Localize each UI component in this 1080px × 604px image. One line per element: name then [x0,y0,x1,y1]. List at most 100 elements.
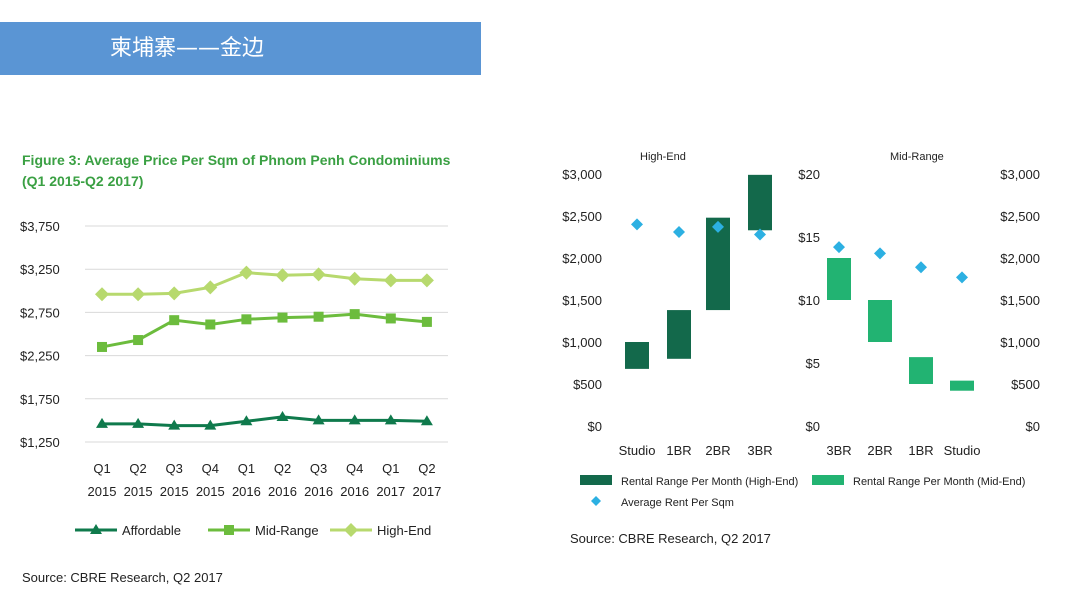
data-point [167,286,182,301]
line-chart-source: Source: CBRE Research, Q2 2017 [22,570,223,585]
x-tick-label: 3BR [747,443,772,458]
data-point [204,419,217,430]
x-tick-label: Q2 [418,461,435,476]
data-point [312,414,325,425]
data-point [241,314,252,325]
y-tick-label: $0 [588,419,602,434]
legend-marker [224,525,234,535]
mid-range-panel-title: Mid-Range [890,151,944,163]
right-source: Source: CBRE Research, Q2 2017 [570,531,771,546]
data-point [275,268,290,283]
x-tick-label: 3BR [826,443,851,458]
rental-range-bar [667,310,691,359]
y-tick-label-right: $1,000 [1000,335,1040,350]
x-tick-label: 2017 [376,484,405,499]
series-line-affordable [102,415,427,428]
data-point [384,414,397,425]
line-chart: $1,250 $1,750 $2,250 $2,750 $3,250 $3,750 Q1 20… [20,219,448,538]
y-tick-label: $1,250 [20,435,60,450]
data-point [385,313,396,324]
rental-range-bar [748,174,772,231]
x-tick-label: Q2 [129,461,146,476]
avg-rent-marker [956,271,968,284]
y-tick-label: $10 [798,293,820,308]
high-end-panel-title: High-End [640,151,686,163]
y-tick-label-right: $2,500 [1000,209,1040,224]
legend-label-avg-rent: Average Rent Per Sqm [621,497,734,509]
x-tick-label: Q2 [274,461,291,476]
rental-range-bar [706,217,730,311]
avg-rent-marker [833,241,845,254]
x-tick-label: 2015 [196,484,225,499]
x-tick-label: 2016 [232,484,261,499]
y-tick-label: $2,250 [20,349,60,364]
data-point [276,410,289,421]
mid-range-chart: $0 $5 $10 $15 $20 $0 $500 $1,000 $1,500 $2,000 $2,… [798,167,1040,458]
legend-marker-avg-rent [591,496,601,506]
data-point [96,417,108,428]
x-tick-label: 2017 [412,484,441,499]
avg-rent-marker [712,220,724,233]
x-tick-label: 1BR [666,443,691,458]
x-tick-label: Q3 [310,461,327,476]
high-end-chart: $0 $500 $1,000 $1,500 $2,000 $2,500 $3,000 Stud… [562,167,772,458]
x-tick-label: 2015 [160,484,189,499]
avg-rent-marker [915,261,927,274]
title-banner: 柬埔寨——金边 [0,22,481,75]
data-point [132,417,145,428]
y-tick-label-right: $3,000 [1000,167,1040,182]
y-tick-label: $15 [798,230,820,245]
banner-title: 柬埔寨——金边 [110,36,265,61]
x-tick-label: Q3 [166,461,183,476]
legend-label-high-end: Rental Range Per Month (High-End) [621,476,798,488]
data-point [313,311,324,322]
series-line-mid-range [101,312,428,349]
legend-marker [90,524,102,534]
rental-range-bar [950,380,974,391]
data-point [168,419,181,430]
data-point [311,267,326,282]
x-tick-label: 2016 [340,484,369,499]
x-tick-label: 1BR [908,443,933,458]
y-tick-label: $3,250 [20,262,60,277]
legend-label: Affordable [122,523,181,538]
x-tick-label: 2015 [88,484,117,499]
data-point [131,287,146,302]
x-tick-label: Studio [944,443,981,458]
x-tick-label: 2BR [867,443,892,458]
data-point [95,287,109,302]
data-point [203,280,218,295]
line-chart-subtitle: (Q1 2015-Q2 2017) [22,173,143,189]
x-tick-label: Q1 [382,461,399,476]
x-tick-label: Q1 [238,461,255,476]
x-tick-label: 2016 [268,484,297,499]
rental-range-bar [827,258,851,300]
data-point [239,265,254,280]
rental-range-bar [909,357,933,384]
y-tick-label: $2,500 [562,209,602,224]
y-tick-label: $0 [806,419,820,434]
line-chart-title: Figure 3: Average Price Per Sqm of Phnom… [22,152,451,168]
legend-label: High-End [377,523,431,538]
x-tick-label: Studio [619,443,656,458]
y-tick-label: $2,000 [562,251,602,266]
data-point [133,335,144,346]
data-point [348,414,361,425]
y-tick-label: $1,750 [20,392,60,407]
y-tick-label: $3,000 [562,167,602,182]
rental-range-bar [868,300,892,342]
y-tick-label: $3,750 [20,219,60,234]
legend-swatch-mid-end [812,475,844,485]
y-tick-label: $5 [806,356,820,371]
data-point [383,273,398,288]
x-tick-label: 2015 [124,484,153,499]
avg-rent-marker [673,225,685,238]
data-point [97,341,107,352]
data-point [277,312,288,323]
data-point [349,309,360,320]
x-tick-label: 2BR [705,443,730,458]
avg-rent-marker [754,228,766,241]
avg-rent-marker [631,218,643,231]
legend-marker [344,523,358,537]
legend-label-mid-end: Rental Range Per Month (Mid-End) [853,476,1025,488]
